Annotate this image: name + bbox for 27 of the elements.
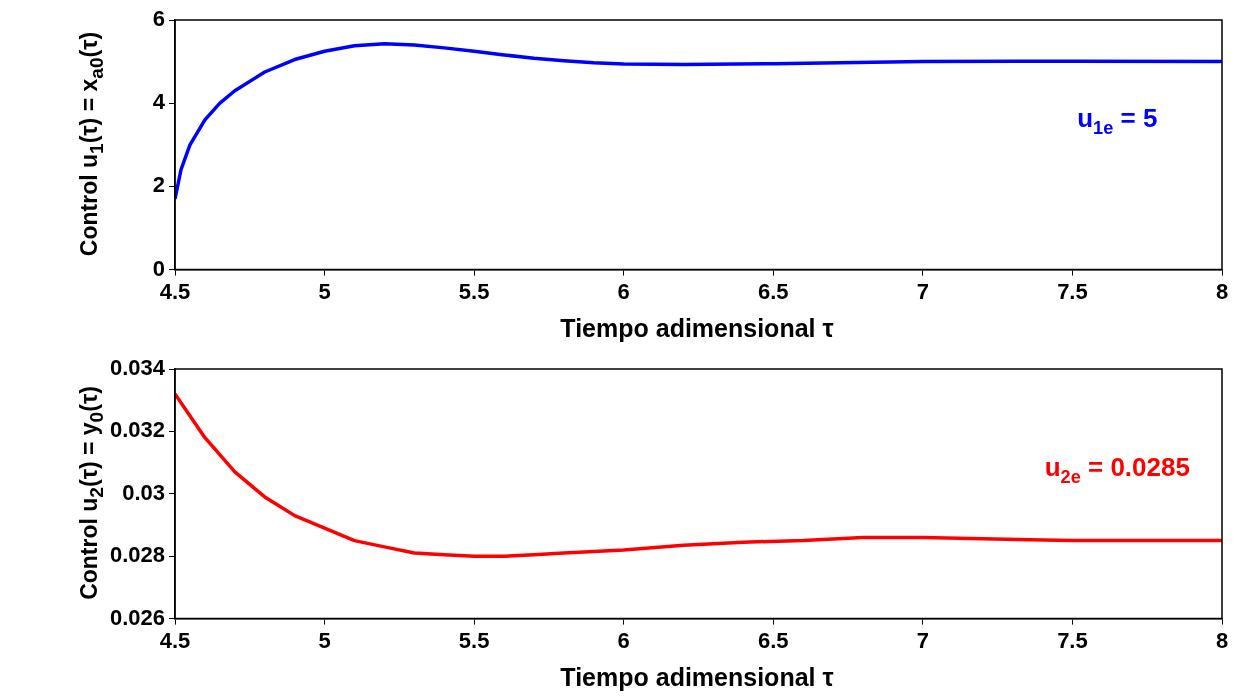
y-tick-label: 4 (152, 89, 166, 115)
x-tick-label: 4.5 (159, 278, 191, 304)
x-tick-label: 7.5 (1057, 627, 1088, 653)
x-tick-label: 6.5 (757, 627, 789, 653)
y-tick-label: 6 (152, 6, 165, 32)
x-tick-label: 5.5 (458, 627, 490, 653)
y-tick-label: 0.03 (122, 479, 165, 505)
y-tick-label: 0.028 (109, 542, 165, 568)
x-tick-label: 7 (916, 278, 929, 304)
x-tick-label: 8 (1215, 627, 1229, 653)
x-tick-label: 8 (1215, 278, 1229, 304)
x-tick-label: 4.5 (159, 627, 191, 653)
x-tick-label: 5 (318, 278, 331, 304)
y-tick-label: 0 (152, 255, 165, 281)
x-tick-label: 7 (916, 627, 929, 653)
y-tick-label: 0.034 (109, 355, 166, 381)
x-tick-label: 6 (617, 278, 630, 304)
x-tick-label: 5.5 (458, 278, 490, 304)
x-tick-label: 6 (617, 627, 630, 653)
y-tick-label: 0.032 (109, 417, 165, 443)
x-axis-title: Tiempo adimensional τ (559, 663, 835, 692)
x-tick-label: 5 (318, 627, 331, 653)
y-tick-label: 0.026 (109, 604, 165, 630)
x-tick-label: 7.5 (1057, 278, 1088, 304)
y-tick-label: 2 (152, 172, 165, 198)
x-axis-title: Tiempo adimensional τ (559, 314, 835, 343)
x-tick-label: 6.5 (757, 278, 789, 304)
